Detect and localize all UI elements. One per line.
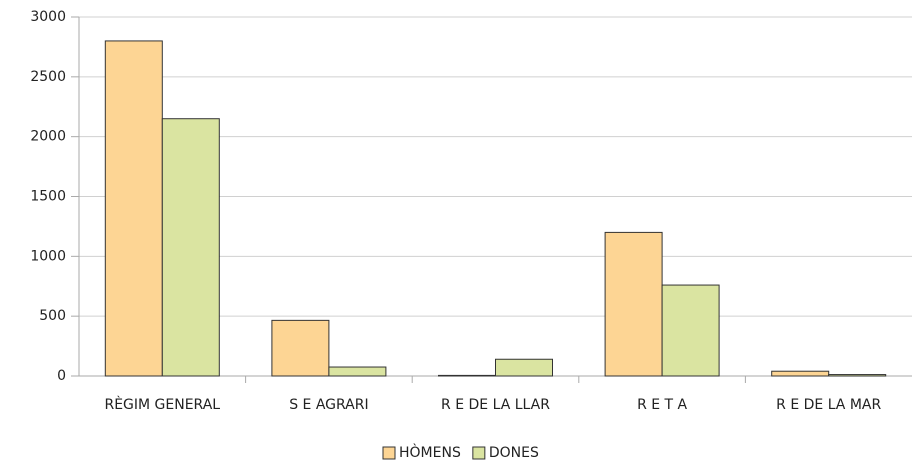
legend-label: DONES bbox=[489, 445, 539, 461]
y-tick-label: 1500 bbox=[30, 189, 66, 205]
x-tick-label: S E AGRARI bbox=[289, 397, 368, 413]
bar bbox=[328, 366, 387, 377]
x-tick-label: R E DE LA LLAR bbox=[441, 397, 550, 413]
legend-label: HÒMENS bbox=[399, 443, 461, 461]
bar bbox=[495, 358, 553, 377]
y-tick-label: 0 bbox=[57, 368, 66, 384]
y-tick-label: 500 bbox=[39, 308, 66, 324]
legend-swatch bbox=[382, 446, 396, 460]
x-tick-label: R E DE LA MAR bbox=[776, 397, 881, 413]
bar bbox=[828, 374, 887, 377]
bar bbox=[104, 40, 163, 377]
legend-swatch bbox=[472, 446, 486, 460]
bar bbox=[161, 118, 220, 377]
bar bbox=[604, 231, 663, 377]
x-tick-label: R E T A bbox=[637, 397, 687, 413]
y-tick-label: 2000 bbox=[30, 129, 66, 145]
x-tick-label: RÈGIM GENERAL bbox=[104, 396, 220, 413]
y-tick-label: 2500 bbox=[30, 69, 66, 85]
y-tick-label: 1000 bbox=[30, 248, 66, 264]
y-tick-label: 3000 bbox=[30, 9, 66, 25]
bar bbox=[771, 370, 830, 377]
bar bbox=[271, 319, 330, 377]
bar bbox=[661, 284, 720, 377]
bar bbox=[438, 374, 496, 377]
